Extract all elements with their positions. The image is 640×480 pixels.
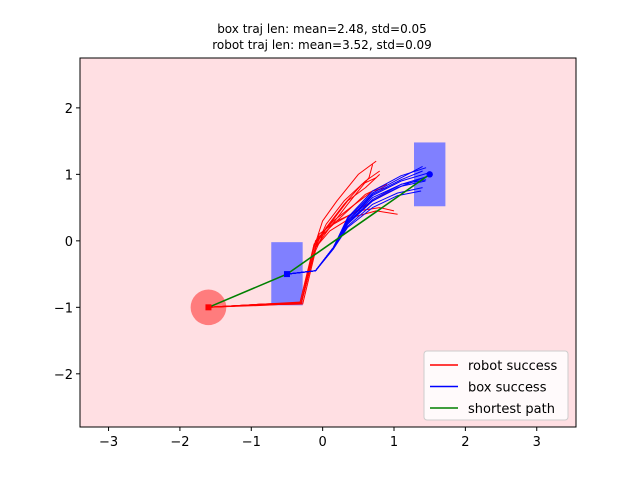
x-tick-label: 3 xyxy=(533,435,541,450)
robot-start-marker xyxy=(205,304,212,311)
y-tick-label: −1 xyxy=(54,301,73,316)
legend-box xyxy=(423,350,569,421)
x-tick-label: 2 xyxy=(461,435,469,450)
x-tick-label: 0 xyxy=(319,435,327,450)
y-tick-label: 2 xyxy=(65,102,73,117)
box-start-marker xyxy=(283,271,290,278)
x-tick-label: −1 xyxy=(242,435,261,450)
chart-title-line-1: box traj len: mean=2.48, std=0.05 xyxy=(217,22,427,36)
markers-layer xyxy=(205,171,433,311)
legend: robot success box success shortest path xyxy=(423,350,569,421)
box-success-trajectory-10 xyxy=(286,180,426,275)
y-tick-label: 1 xyxy=(65,168,73,183)
x-tick-label: −3 xyxy=(99,435,118,450)
legend-label: shortest path xyxy=(468,402,555,417)
plot-frame xyxy=(79,57,577,428)
y-axis-ticks: −2 −1 0 1 2 xyxy=(54,102,80,383)
x-axis-ticks: −3 −2 −1 0 1 2 3 xyxy=(99,427,541,450)
y-tick-label: −2 xyxy=(54,368,73,383)
x-tick-label: −2 xyxy=(170,435,189,450)
robot-success-trajectory-10 xyxy=(208,187,388,308)
chart-title-line-2: robot traj len: mean=3.52, std=0.09 xyxy=(212,38,432,52)
series-layer xyxy=(208,160,431,309)
x-tick-label: 1 xyxy=(390,435,398,450)
legend-label: box success xyxy=(468,381,547,396)
y-tick-label: 0 xyxy=(65,235,73,250)
box-goal-marker xyxy=(426,171,433,178)
legend-label: robot success xyxy=(468,359,558,374)
